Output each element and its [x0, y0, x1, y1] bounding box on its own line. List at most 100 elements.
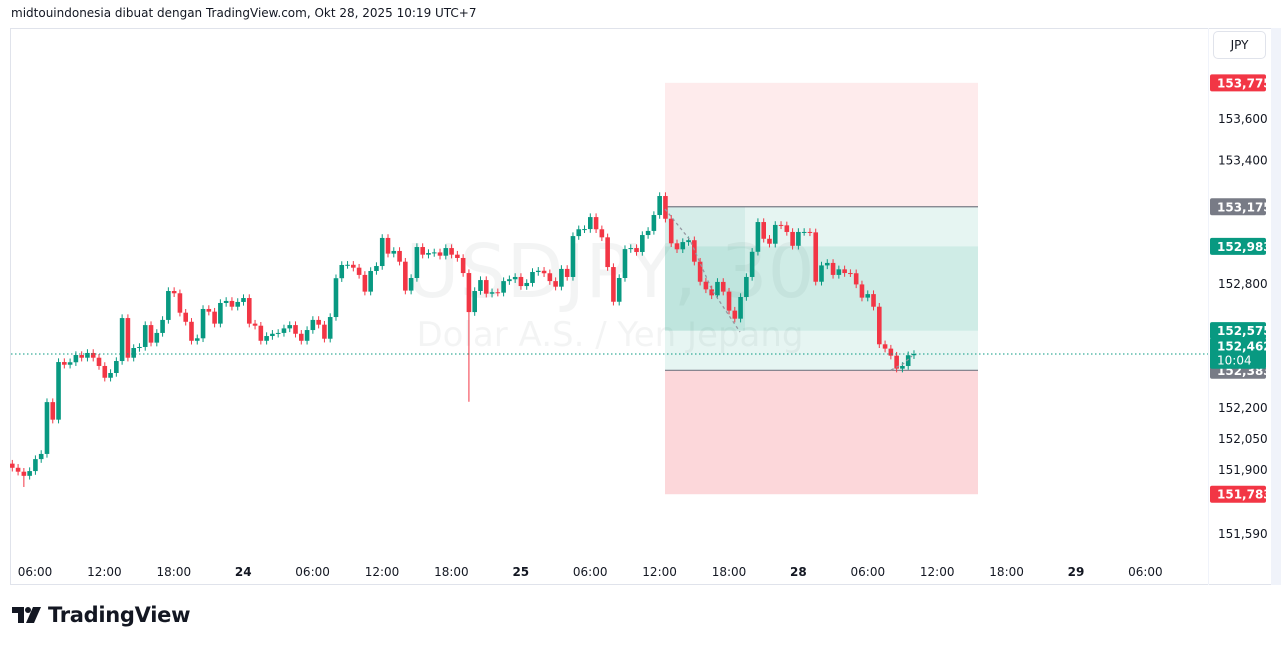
candle	[96, 353, 102, 370]
candle	[299, 330, 304, 345]
candle	[339, 261, 345, 282]
candle-body	[628, 248, 634, 250]
candle	[21, 467, 27, 487]
price-axis[interactable]: 153,600 153,400 152,800 152,200 152,050 151,9…	[1218, 112, 1268, 541]
candle-body	[194, 338, 200, 341]
candle	[559, 265, 564, 291]
candle	[842, 265, 847, 277]
candle-body	[160, 319, 165, 333]
upper-target-badge: 153,775	[1210, 74, 1272, 92]
currency-button[interactable]: JPY	[1213, 31, 1266, 59]
candle	[466, 269, 472, 402]
candle	[443, 244, 449, 260]
candle	[345, 261, 350, 269]
candle	[154, 329, 160, 347]
candle	[368, 267, 373, 296]
candle	[316, 316, 321, 329]
candle	[767, 235, 772, 248]
candle	[206, 305, 212, 316]
candle	[518, 273, 524, 290]
candle-body	[478, 280, 483, 292]
candle	[90, 349, 96, 362]
candle-body	[726, 291, 732, 311]
candle	[813, 228, 819, 286]
candle	[449, 244, 454, 259]
candle	[697, 257, 703, 286]
candle-body	[877, 306, 882, 345]
candle-body	[391, 250, 397, 254]
candle-body	[142, 325, 148, 347]
time-axis[interactable]: 06:00 12:00 18:00 24 06:00 12:00 18:00 25 06:00 1…	[18, 565, 1163, 579]
chart-pane[interactable]	[10, 28, 1275, 585]
candle	[166, 287, 171, 324]
candle-body	[483, 280, 489, 294]
candle	[79, 351, 84, 362]
candle-body	[715, 281, 720, 296]
candle-body	[784, 225, 790, 232]
candle-body	[206, 308, 212, 312]
candle	[241, 294, 246, 306]
candle	[397, 247, 402, 266]
candle-body	[397, 250, 402, 262]
candle-body	[15, 467, 21, 472]
candle	[114, 357, 119, 377]
candle-body	[657, 196, 662, 216]
candle-body	[778, 224, 784, 226]
candle	[634, 244, 639, 256]
candle-body	[374, 266, 379, 271]
time-tick-label: 28	[790, 565, 807, 579]
candle-body	[900, 365, 905, 369]
time-tick-label: 18:00	[157, 565, 192, 579]
candle	[131, 344, 136, 362]
candle-body	[593, 217, 599, 230]
candle-body	[680, 242, 686, 250]
candle-body	[449, 248, 454, 255]
candle	[235, 298, 241, 311]
position-trail-line	[664, 208, 913, 371]
candle-body	[559, 268, 564, 287]
candle-body	[703, 281, 709, 290]
candle	[437, 248, 443, 260]
candle	[616, 274, 622, 306]
candle-body	[744, 276, 749, 298]
upper-stop-zone[interactable]	[665, 82, 978, 207]
last-price-badge-countdown: 10:04	[1217, 354, 1252, 368]
candle	[640, 231, 645, 256]
candle	[426, 249, 431, 259]
candle	[489, 288, 495, 298]
candle-body	[564, 268, 570, 277]
lower-stop-zone[interactable]	[665, 370, 978, 495]
candle	[772, 221, 778, 248]
price-tick-label: 152,800	[1218, 277, 1268, 291]
candle	[703, 278, 709, 294]
candle-body	[56, 362, 61, 420]
entry-top-badge: 153,175	[1210, 198, 1272, 216]
candle	[431, 248, 437, 257]
candle-body	[177, 293, 183, 313]
entry-top-badge-value: 153,175	[1217, 200, 1272, 214]
candle-body	[50, 402, 56, 420]
candle-body	[853, 273, 859, 285]
candle-body	[85, 352, 90, 358]
candle	[836, 265, 842, 279]
lower-target-badge: 151,783	[1210, 485, 1272, 503]
candle	[761, 218, 766, 243]
candle-body	[634, 248, 639, 252]
candle-body	[108, 372, 113, 378]
candle-body	[90, 352, 96, 358]
filled-zone	[665, 206, 745, 331]
candle	[663, 192, 668, 223]
upper-target-badge-value: 153,775	[1217, 76, 1272, 90]
candle	[755, 218, 761, 256]
candle	[287, 321, 293, 333]
tradingview-logo[interactable]: TradingView	[12, 603, 190, 627]
time-tick-label: 06:00	[851, 565, 886, 579]
candle	[246, 294, 252, 328]
candle-body	[10, 463, 15, 468]
candle-body	[223, 300, 229, 303]
candle-body	[183, 312, 188, 322]
candle-body	[258, 325, 264, 341]
time-tick-label: 18:00	[712, 565, 747, 579]
candle-body	[772, 224, 778, 244]
